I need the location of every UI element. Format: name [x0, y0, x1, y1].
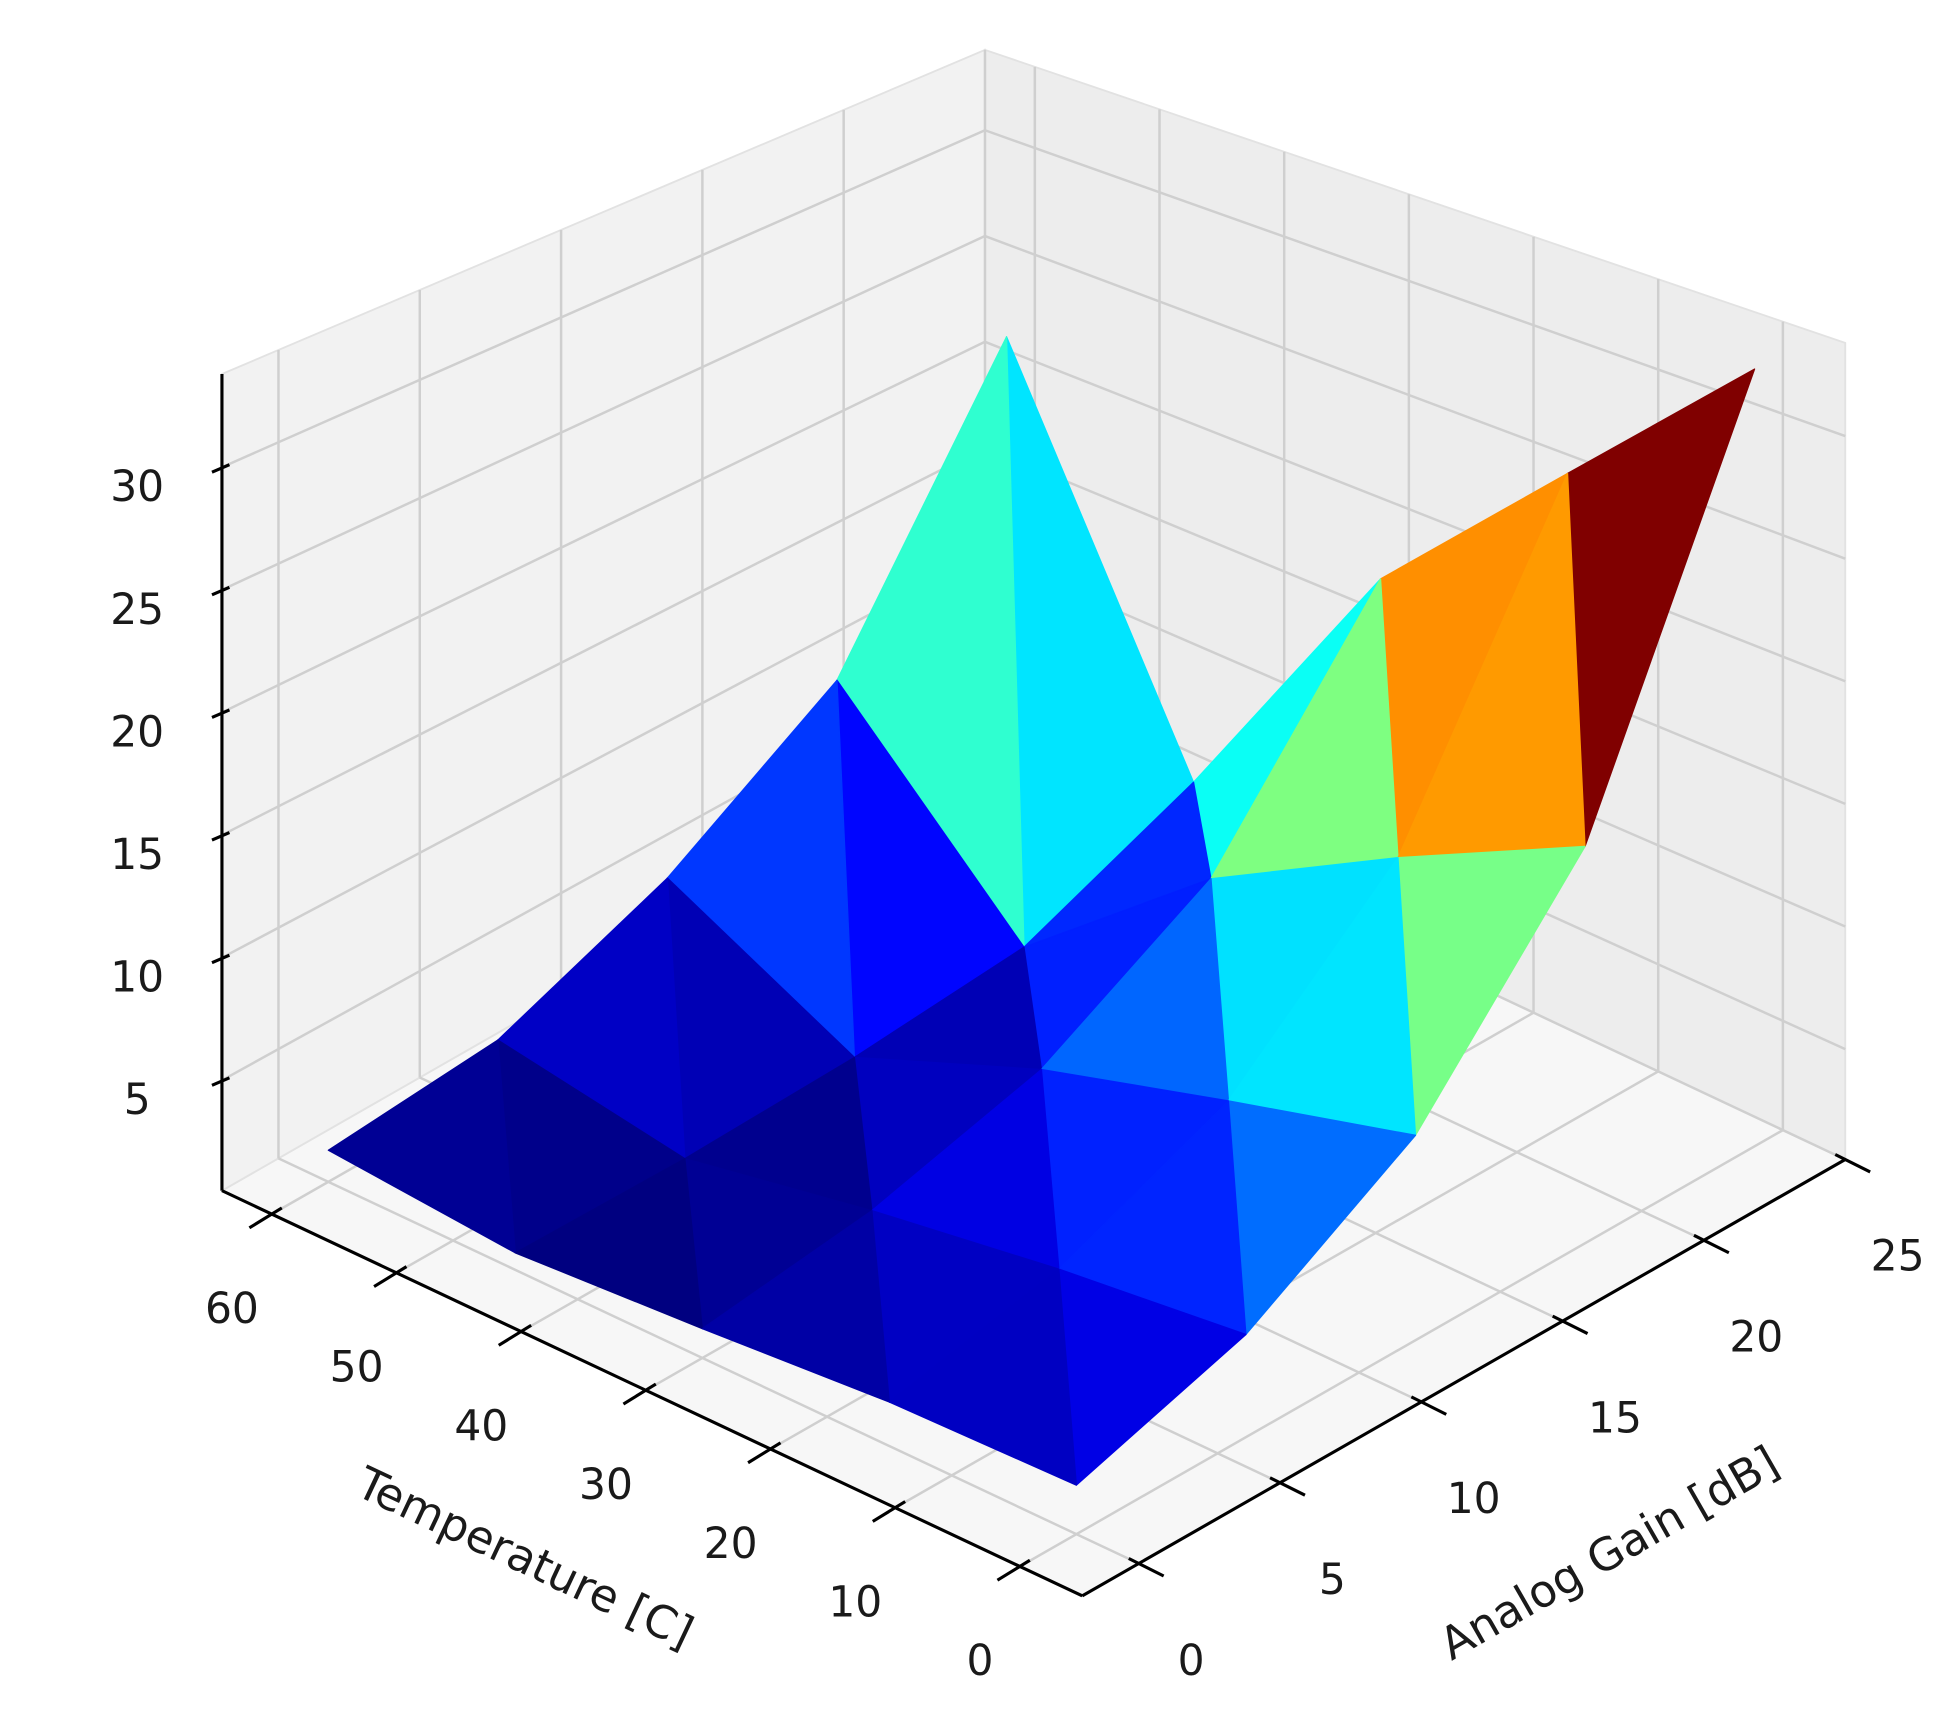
- surface: [327, 336, 1756, 1486]
- surface-facet: [701, 1209, 890, 1403]
- y-tick: [1410, 1395, 1447, 1416]
- z-tick-label: 30: [110, 462, 164, 511]
- y-tick-label: 0: [1178, 1636, 1205, 1685]
- z-tick-label: 20: [110, 707, 164, 756]
- z-tick-label: 25: [110, 585, 164, 634]
- y-tick: [1834, 1153, 1871, 1174]
- y-tick-label: 15: [1588, 1393, 1642, 1442]
- y-axis-line: [1081, 1158, 1847, 1598]
- z-tick: [211, 708, 231, 719]
- z-tick: [211, 953, 231, 965]
- grid-line: [984, 129, 1846, 438]
- y-tick-label: 5: [1319, 1555, 1346, 1604]
- z-tick-label: 10: [110, 953, 164, 1002]
- y-tick: [1128, 1557, 1165, 1578]
- x-tick-label: 30: [579, 1460, 633, 1509]
- y-tick: [1269, 1476, 1306, 1497]
- x-tick: [497, 1324, 532, 1347]
- axes: 0 10 20 30 40 50 60 0 5 10 15 20 25 5 10 15 20 25 30: [110, 374, 1925, 1685]
- grid-line: [1019, 1129, 1784, 1568]
- x-tick: [622, 1382, 657, 1406]
- surface-facet: [888, 1268, 1077, 1486]
- x-tick-label: 0: [966, 1636, 993, 1685]
- grid-line: [221, 129, 986, 469]
- grid-line: [221, 340, 986, 714]
- y-tick: [1693, 1233, 1730, 1255]
- x-tick: [248, 1206, 283, 1230]
- surface-facet: [327, 1039, 516, 1254]
- x-tick: [871, 1500, 906, 1523]
- grid-line: [984, 340, 1846, 683]
- grid-line: [277, 1157, 1140, 1565]
- x-tick-label: 60: [205, 1284, 259, 1333]
- x-tick: [373, 1265, 408, 1288]
- x-tick-label: 50: [330, 1343, 384, 1392]
- x-axis-line: [221, 1189, 1083, 1598]
- x-tick: [996, 1558, 1031, 1582]
- x-tick-label: 20: [704, 1519, 758, 1568]
- z-tick: [211, 463, 231, 474]
- z-tick: [211, 1076, 231, 1087]
- y-tick-label: 25: [1871, 1232, 1925, 1281]
- x-tick-label: 40: [454, 1401, 508, 1450]
- grid-line: [221, 552, 986, 959]
- grid-line: [221, 446, 986, 837]
- surface-facet: [514, 1157, 703, 1330]
- z-tick: [211, 585, 231, 597]
- z-tick: [211, 831, 231, 842]
- grid-line: [221, 234, 986, 591]
- x-tick-label: 10: [828, 1578, 882, 1627]
- y-tick-label: 20: [1729, 1313, 1783, 1362]
- y-axis-label: Analog Gain [dB]: [1431, 1435, 1788, 1670]
- x-axis-label: Temperature [C]: [348, 1456, 702, 1660]
- y-tick-label: 10: [1447, 1474, 1501, 1523]
- x-tick: [747, 1441, 782, 1465]
- z-tick-label: 5: [124, 1075, 151, 1124]
- z-tick-label: 15: [110, 830, 164, 879]
- y-tick: [1551, 1314, 1589, 1335]
